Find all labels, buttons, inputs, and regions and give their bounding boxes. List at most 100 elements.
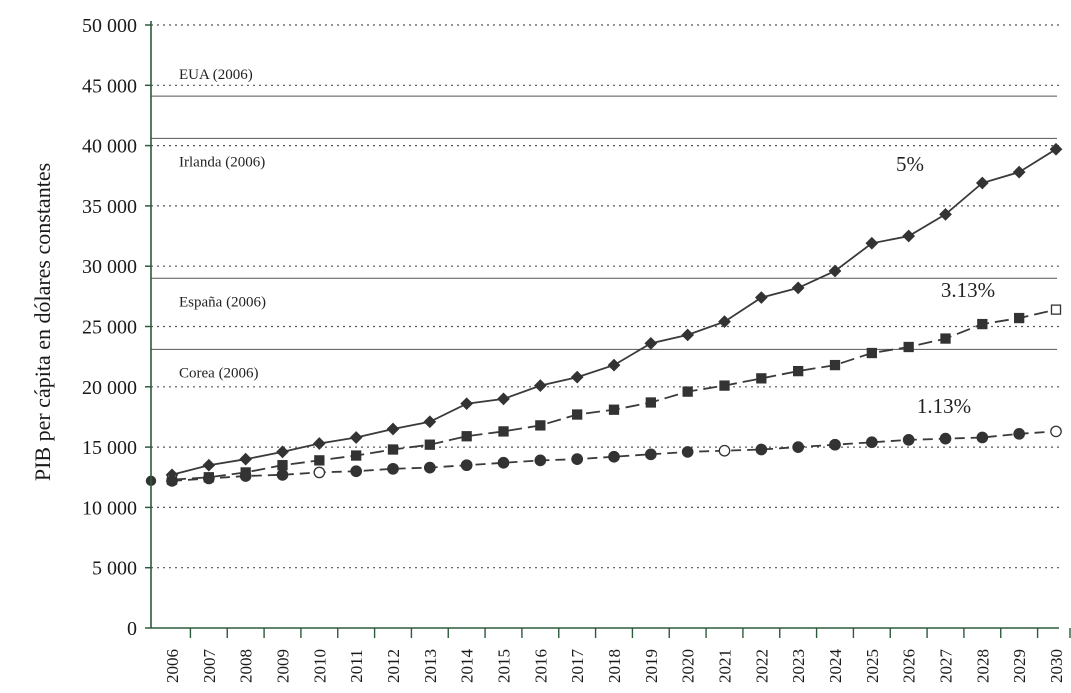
data-point bbox=[497, 392, 510, 406]
data-point bbox=[350, 465, 363, 478]
y-tick-labels: 0 5 000 10 000 15 000 20 000 25 000 30 000 35 0… bbox=[82, 15, 137, 640]
x-tick-label: 2012 bbox=[384, 649, 403, 683]
y-tick-label: 30 000 bbox=[82, 256, 137, 278]
x-tick-label: 2028 bbox=[973, 649, 992, 683]
data-point bbox=[386, 422, 400, 436]
x-tick-label: 2029 bbox=[1010, 649, 1029, 683]
data-point bbox=[681, 446, 694, 458]
x-tick-label: 2010 bbox=[310, 649, 329, 683]
data-point bbox=[756, 373, 767, 384]
x-tick-label: 2021 bbox=[716, 649, 735, 683]
x-tick-label: 2030 bbox=[1047, 649, 1066, 683]
data-point bbox=[719, 380, 730, 391]
x-tick-label: 2013 bbox=[421, 649, 440, 683]
x-tick-label: 2011 bbox=[347, 649, 366, 682]
x-tick-label: 2025 bbox=[863, 649, 882, 683]
data-point bbox=[607, 358, 621, 372]
x-tick-label: 2009 bbox=[274, 649, 293, 683]
data-point bbox=[681, 328, 695, 342]
data-point bbox=[976, 431, 989, 444]
data-point bbox=[1013, 427, 1026, 440]
y-axis-label: PIB per cápita en dólares constantes bbox=[30, 163, 55, 481]
reference-line-label: Corea (2006) bbox=[179, 365, 259, 381]
data-point bbox=[166, 475, 178, 487]
y-tick-label: 20 000 bbox=[82, 377, 137, 399]
data-point bbox=[423, 415, 437, 429]
series-label: 3.13% bbox=[941, 278, 995, 302]
data-point bbox=[1049, 142, 1063, 156]
data-point bbox=[313, 466, 326, 479]
data-point bbox=[571, 453, 584, 466]
data-point bbox=[608, 404, 620, 415]
data-point bbox=[460, 397, 474, 411]
data-point bbox=[423, 461, 436, 474]
y-tick-label: 5 000 bbox=[92, 558, 137, 580]
x-tick-label: 2020 bbox=[679, 649, 698, 683]
data-point bbox=[644, 448, 657, 461]
data-point bbox=[754, 291, 768, 304]
x-tick-label: 2008 bbox=[237, 649, 256, 683]
data-point bbox=[387, 462, 399, 475]
y-tick-label: 45 000 bbox=[82, 75, 137, 97]
data-point bbox=[533, 379, 547, 392]
reference-lines: EUA (2006) Irlanda (2006) España (2006) Cor… bbox=[151, 67, 1057, 381]
x-tick-label: 2019 bbox=[642, 649, 661, 683]
data-point bbox=[1012, 165, 1026, 179]
x-tick-label: 2023 bbox=[789, 649, 808, 683]
data-point bbox=[314, 455, 325, 466]
x-tick-label: 2006 bbox=[163, 649, 182, 683]
grid-lines bbox=[151, 24, 1059, 569]
x-tick-label: 2014 bbox=[458, 649, 477, 684]
data-point bbox=[461, 431, 472, 442]
reference-line-label: Irlanda (2006) bbox=[179, 154, 265, 170]
data-point bbox=[202, 472, 215, 485]
data-point bbox=[829, 359, 841, 371]
data-point bbox=[349, 431, 363, 444]
y-tick-label: 15 000 bbox=[82, 437, 137, 459]
data-point bbox=[460, 459, 473, 472]
data-point bbox=[792, 441, 805, 453]
series-label: 5% bbox=[896, 152, 924, 176]
data-point bbox=[902, 229, 916, 243]
data-point bbox=[644, 337, 658, 350]
data-point bbox=[1050, 304, 1062, 315]
data-point bbox=[940, 333, 951, 344]
y-tick-label: 40 000 bbox=[82, 136, 137, 158]
data-point bbox=[939, 432, 952, 445]
y-tick-label: 35 000 bbox=[82, 196, 137, 218]
series-lines: 5% 3.13% 1.13% bbox=[145, 142, 1063, 487]
x-tick-label: 2022 bbox=[752, 649, 771, 683]
data-point bbox=[534, 454, 547, 467]
x-tick-label: 2015 bbox=[495, 649, 514, 683]
data-point bbox=[866, 347, 877, 359]
y-tick-label: 0 bbox=[127, 618, 137, 640]
series-line bbox=[171, 148, 1057, 476]
data-point bbox=[1050, 425, 1062, 438]
reference-line-label: EUA (2006) bbox=[179, 67, 253, 83]
data-point bbox=[791, 281, 805, 295]
x-tick-label: 2016 bbox=[531, 649, 550, 683]
data-point bbox=[312, 437, 326, 450]
x-tick-label: 2024 bbox=[826, 649, 845, 684]
data-point bbox=[1014, 312, 1025, 324]
data-point bbox=[202, 458, 216, 472]
data-point bbox=[902, 434, 915, 446]
data-point bbox=[682, 386, 693, 397]
data-point bbox=[276, 468, 289, 481]
series-label: 1.13% bbox=[917, 394, 971, 418]
data-point bbox=[497, 456, 510, 469]
reference-line-label: España (2006) bbox=[179, 294, 266, 310]
y-tick-label: 25 000 bbox=[82, 317, 137, 339]
x-tick-label: 2018 bbox=[605, 649, 624, 683]
data-point bbox=[977, 318, 988, 330]
x-tick-label: 2026 bbox=[900, 649, 919, 683]
data-point bbox=[829, 438, 841, 451]
data-point bbox=[239, 452, 253, 466]
data-point bbox=[903, 341, 914, 353]
data-point bbox=[424, 439, 435, 450]
data-point bbox=[277, 460, 288, 471]
data-point bbox=[755, 443, 768, 456]
axes bbox=[145, 21, 1071, 638]
data-point bbox=[718, 444, 731, 457]
